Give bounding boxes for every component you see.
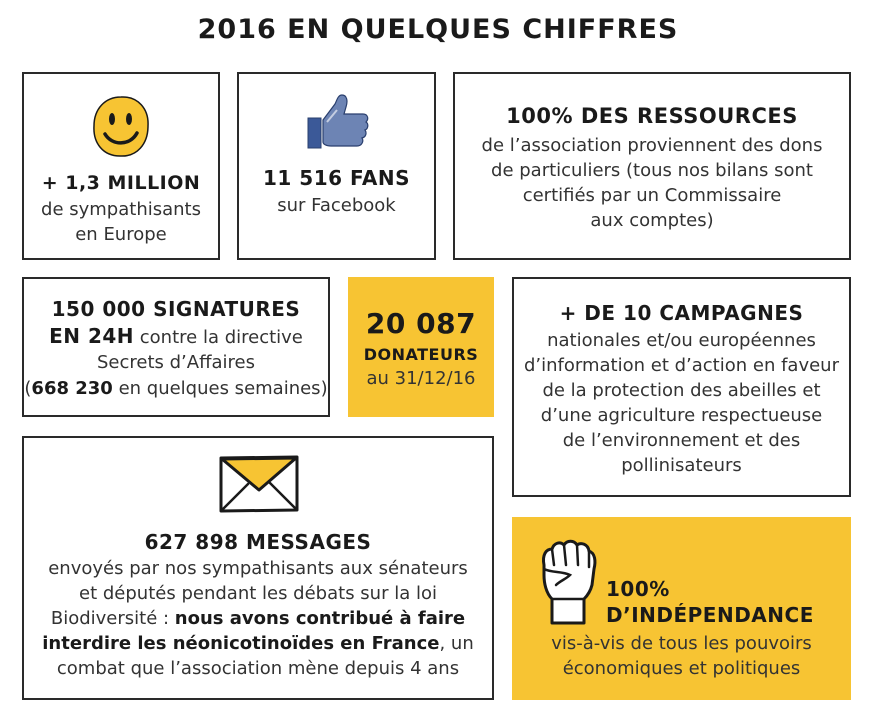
messages-line1: envoyés par nos sympathisants aux sénate… (48, 558, 468, 579)
donateurs-date: au 31/12/16 (366, 368, 476, 389)
envelope-icon (219, 455, 299, 513)
card-messages: 627 898 MESSAGES envoyés par nos sympath… (22, 436, 494, 700)
signatures-24h: EN 24H (49, 324, 135, 348)
campagnes-headline: + DE 10 CAMPAGNES (559, 301, 804, 325)
thumbs-up-icon (307, 94, 369, 149)
smiley-icon (93, 96, 149, 157)
campagnes-line5: de l’environnement et des (562, 430, 801, 451)
facebook-headline: 11 516 FANS (263, 166, 410, 190)
card-independance: 100% D’INDÉPENDANCE vis-à-vis de tous le… (512, 517, 851, 700)
independance-line1: vis-à-vis de tous les pouvoirs (551, 633, 812, 654)
campagnes-line4: d’une agriculture respectueuse (540, 405, 823, 426)
ressources-line4: aux comptes) (590, 210, 714, 231)
ressources-headline: 100% DES RESSOURCES (506, 104, 798, 128)
campagnes-line2: d’information et d’action en faveur (524, 355, 839, 376)
page-title: 2016 EN QUELQUES CHIFFRES (197, 14, 679, 45)
campagnes-line6: pollinisateurs (621, 455, 742, 476)
signatures-line1: Secrets d’Affaires (97, 352, 255, 373)
donateurs-number: 20 087 (365, 307, 477, 340)
card-signatures: 150 000 SIGNATURES EN 24H contre la dire… (22, 277, 330, 417)
signatures-paren: ( (24, 378, 32, 399)
sympathisants-line1: de sympathisants (41, 199, 201, 220)
card-campagnes: + DE 10 CAMPAGNES nationales et/ou europ… (512, 277, 851, 497)
ressources-line1: de l’association proviennent des dons (481, 135, 823, 156)
independance-headline1: 100% (606, 577, 670, 601)
card-sympathisants: + 1,3 MILLION de sympathisants en Europe (22, 72, 220, 260)
raised-fist-icon (542, 539, 597, 625)
sympathisants-line2: en Europe (75, 224, 167, 245)
card-donateurs: 20 087 DONATEURS au 31/12/16 (348, 277, 494, 417)
messages-line3-pre: Biodiversité : (50, 608, 175, 629)
messages-line2: et députés pendant les débats sur la loi (79, 583, 437, 604)
ressources-line3: certifiés par un Commissaire (522, 185, 782, 206)
messages-line4-bold: interdire les néonicotinoïdes en France (42, 633, 440, 654)
campagnes-line3: de la protection des abeilles et (542, 380, 821, 401)
messages-line5: combat que l’association mène depuis 4 a… (56, 658, 460, 679)
sympathisants-headline: + 1,3 MILLION (41, 172, 201, 194)
independance-headline2: D’INDÉPENDANCE (606, 603, 814, 627)
signatures-headline: 150 000 SIGNATURES (51, 297, 301, 321)
campagnes-line1: nationales et/ou européennes (547, 330, 816, 351)
signatures-directive: contre la directive (134, 327, 303, 348)
ressources-line2: de particuliers (tous nos bilans sont (491, 160, 813, 181)
messages-headline: 627 898 MESSAGES (144, 530, 372, 554)
facebook-line1: sur Facebook (277, 195, 396, 216)
messages-line4-rest: , un (439, 633, 474, 654)
messages-line3-bold: nous avons contribué à faire (174, 608, 466, 629)
signatures-weeks: en quelques semaines) (112, 378, 328, 399)
independance-line2: économiques et politiques (562, 658, 801, 679)
card-ressources: 100% DES RESSOURCES de l’association pro… (453, 72, 851, 260)
donateurs-label: DONATEURS (363, 345, 479, 364)
card-facebook: 11 516 FANS sur Facebook (237, 72, 436, 260)
signatures-count: 668 230 (31, 378, 113, 399)
